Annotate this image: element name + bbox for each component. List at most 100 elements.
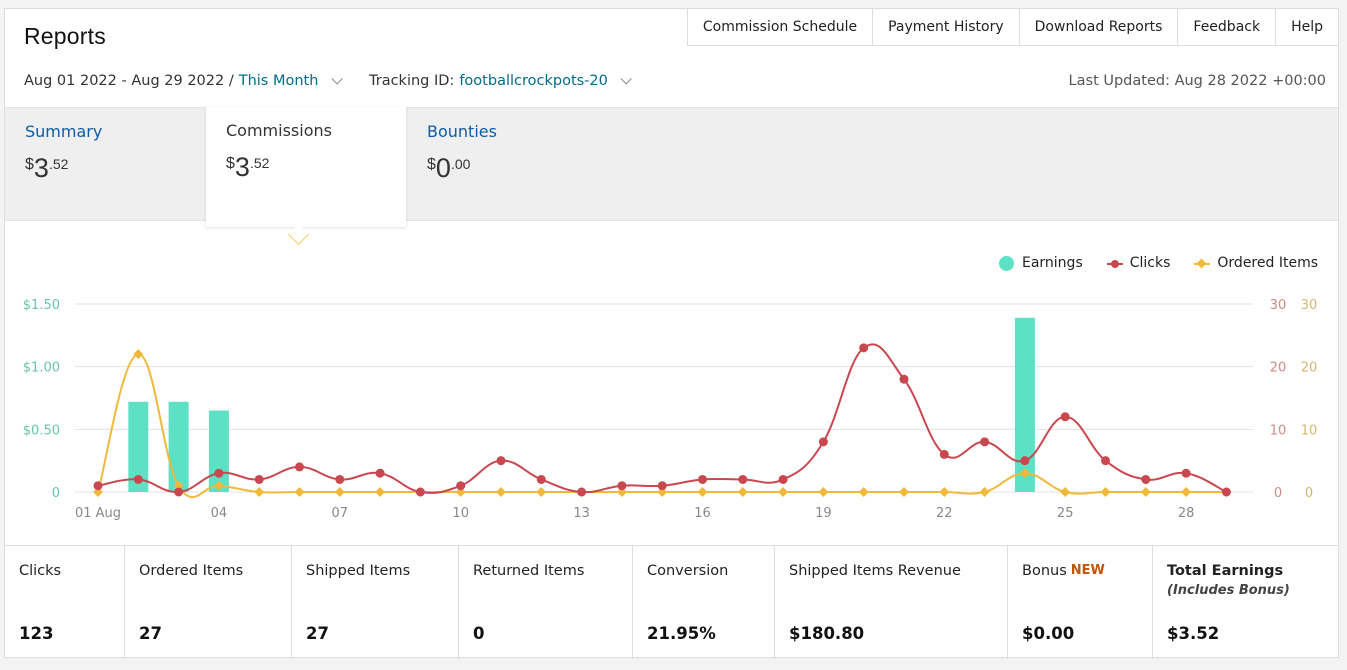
x-tick-label: 07	[332, 506, 349, 521]
ordered-items-line	[97, 353, 1227, 499]
x-tick-label: 19	[815, 506, 832, 521]
top-nav: Commission Schedule Payment History Down…	[686, 8, 1339, 46]
stat-value: 27	[306, 624, 329, 643]
ordered-items-point	[657, 487, 668, 497]
ordered-items-point	[697, 487, 708, 497]
legend-ordered-items[interactable]: Ordered Items	[1194, 255, 1318, 271]
legend-clicks[interactable]: Clicks	[1106, 255, 1171, 271]
clicks-point	[1221, 487, 1231, 497]
tab-bar: Summary $3.52 Commissions $3.52 Bounties…	[5, 107, 1338, 227]
clicks-point	[174, 487, 184, 497]
clicks-point	[859, 343, 869, 353]
stat-clicks: Clicks 123	[5, 546, 125, 659]
x-tick-label: 13	[573, 506, 590, 521]
ordered-items-point	[616, 487, 627, 497]
y-left-tick-label: $1.50	[23, 298, 60, 313]
ordered-items-point	[1140, 487, 1151, 497]
amount-cents: .52	[48, 156, 69, 172]
legend-earnings[interactable]: Earnings	[998, 255, 1083, 271]
tab-commissions[interactable]: Commissions $3.52	[206, 107, 406, 227]
legend-label: Clicks	[1129, 255, 1171, 271]
stat-label: Clicks	[19, 563, 62, 579]
chart-legend: Earnings Clicks Ordered Items	[975, 255, 1318, 271]
tab-amount: $3.52	[25, 153, 185, 184]
x-tick-label: 01 Aug	[75, 506, 121, 521]
tab-summary[interactable]: Summary $3.52	[5, 108, 205, 221]
download-reports-button[interactable]: Download Reports	[1018, 8, 1179, 46]
earnings-chart: 0 0 0 $0.50 10 10 $1.00 20 20 $1.50 30 30 01 Aug 04 07…	[23, 298, 1318, 521]
stat-value: 27	[139, 624, 162, 643]
payment-history-button[interactable]: Payment History	[872, 8, 1020, 46]
clicks-point	[818, 437, 828, 447]
filter-bar: Aug 01 2022 - Aug 29 2022 / This Month T…	[24, 73, 633, 89]
ordered-items-point	[778, 487, 789, 497]
x-tick-label: 28	[1178, 506, 1195, 521]
clicks-point	[1020, 456, 1030, 466]
ordered-items-point	[334, 487, 345, 497]
clicks-point	[1101, 456, 1110, 466]
bonus-label: Bonus	[1022, 563, 1067, 579]
earnings-bar	[168, 401, 189, 492]
earnings-swatch	[998, 255, 1014, 271]
clicks-point	[536, 474, 546, 484]
new-badge: NEW	[1070, 563, 1105, 578]
clicks-point	[1141, 474, 1151, 484]
tab-label: Commissions	[226, 121, 332, 140]
y-right-ordered-tick-label: 0	[1305, 486, 1313, 501]
legend-label: Earnings	[1021, 255, 1083, 271]
stat-label: Bonus NEW	[1022, 563, 1138, 579]
ordered-items-point	[1100, 487, 1111, 497]
page-title: Reports	[24, 23, 106, 49]
tab-label: Bounties	[427, 122, 497, 141]
y-right-clicks-tick-label: 30	[1270, 298, 1287, 313]
ordered-items-point	[213, 480, 224, 491]
tracking-id-dropdown[interactable]: footballcrockpots-20	[459, 73, 633, 89]
stat-label: Shipped Items	[306, 563, 411, 579]
stat-label: Conversion	[647, 563, 729, 579]
clicks-point	[496, 456, 506, 466]
chevron-down-icon	[331, 73, 343, 85]
clicks-point	[254, 474, 264, 484]
x-tick-label: 16	[694, 506, 711, 521]
amount-whole: 3	[234, 152, 250, 182]
ordered-items-point	[899, 487, 909, 497]
x-tick-label: 22	[936, 506, 953, 521]
period-label: This Month	[238, 73, 319, 89]
ordered-items-point	[1060, 487, 1071, 497]
clicks-point	[778, 474, 788, 484]
y-right-clicks-tick-label: 10	[1270, 423, 1287, 438]
tracking-id-label: Tracking ID:	[369, 73, 455, 89]
y-right-clicks-tick-label: 20	[1270, 361, 1287, 376]
clicks-point	[698, 474, 707, 484]
amount-whole: 0	[435, 153, 451, 183]
feedback-button[interactable]: Feedback	[1177, 8, 1277, 46]
currency-symbol: $	[25, 156, 34, 173]
clicks-point	[214, 468, 224, 478]
ordered-items-point	[818, 487, 829, 497]
help-button[interactable]: Help	[1275, 8, 1339, 46]
clicks-point	[415, 487, 425, 497]
stat-sublabel: (Includes Bonus)	[1167, 583, 1290, 598]
commission-schedule-button[interactable]: Commission Schedule	[686, 8, 874, 46]
reports-card: Reports Commission Schedule Payment Hist…	[4, 8, 1339, 659]
stat-value: $180.80	[789, 624, 865, 643]
clicks-point	[577, 487, 587, 497]
y-right-ordered-tick-label: 20	[1301, 361, 1318, 376]
clicks-point	[456, 481, 466, 491]
ordered-items-point	[1181, 487, 1192, 497]
stat-label: Ordered Items	[139, 563, 244, 579]
legend-label: Ordered Items	[1217, 255, 1318, 271]
ordered-items-point	[133, 349, 144, 360]
stats-row: Clicks 123 Ordered Items 27 Shipped Item…	[5, 545, 1338, 659]
stat-label: Returned Items	[473, 563, 585, 579]
stat-bonus: Bonus NEW $0.00	[1008, 546, 1153, 659]
stat-value: $0.00	[1022, 624, 1075, 643]
last-updated: Last Updated: Aug 28 2022 +00:00	[1068, 73, 1326, 89]
ordered-items-point	[254, 487, 265, 497]
ordered-items-point	[536, 487, 547, 497]
period-dropdown[interactable]: This Month	[238, 73, 343, 89]
stat-value: $3.52	[1167, 624, 1220, 643]
tab-bounties[interactable]: Bounties $0.00	[407, 108, 607, 221]
x-tick-label: 10	[452, 506, 469, 521]
ordered-items-swatch	[1194, 258, 1211, 269]
